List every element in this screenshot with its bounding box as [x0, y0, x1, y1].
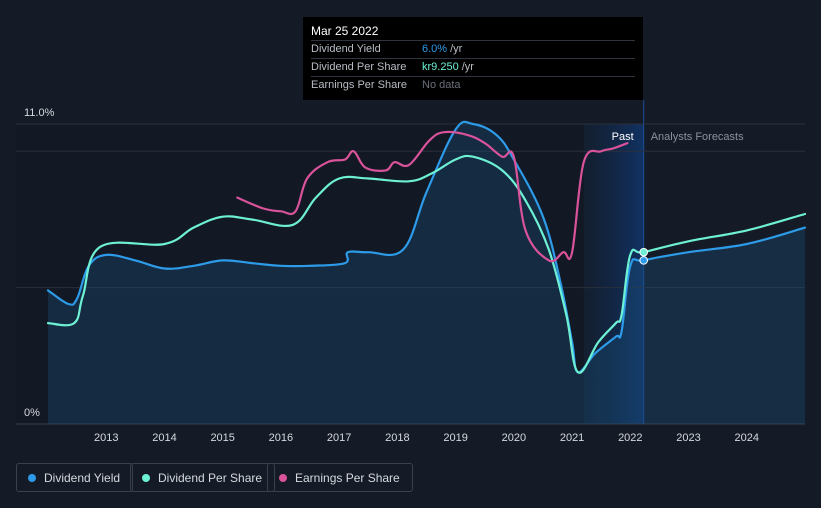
legend-dot-icon [28, 473, 36, 482]
tooltip-row-earnings-per-share: Earnings Per Share No data [311, 77, 635, 94]
tooltip-unit: /yr [461, 61, 474, 73]
past-label: Past [612, 131, 634, 143]
tooltip-unit: /yr [450, 43, 463, 55]
tooltip-label: Earnings Per Share [311, 79, 407, 91]
x-tick-label: 2018 [385, 432, 409, 444]
marker-dividend-yield [639, 256, 649, 265]
legend-dot-icon [142, 473, 150, 482]
legend-dot-icon [279, 473, 287, 482]
series-area-dividend-yield [48, 121, 805, 424]
x-tick-label: 2015 [210, 432, 234, 444]
series-line-dividend-yield [46, 120, 807, 374]
legend-label: Earnings Per Share [295, 470, 400, 485]
x-tick-label: 2017 [327, 432, 351, 444]
x-tick-label: 2014 [152, 432, 176, 444]
legend-earnings-per-share[interactable]: Earnings Per Share [267, 463, 413, 492]
chart-tooltip: Mar 25 2022 Dividend Yield 6.0% /yr Divi… [303, 17, 643, 100]
x-tick-label: 2023 [676, 432, 700, 444]
tooltip-date: Mar 25 2022 [311, 22, 635, 41]
past-region [16, 124, 584, 424]
tooltip-value: No data [422, 79, 461, 91]
legend-label: Dividend Yield [44, 470, 121, 485]
x-tick-label: 2016 [269, 432, 293, 444]
legend-dividend-yield[interactable]: Dividend Yield [16, 463, 134, 492]
series-line-earnings-per-share [236, 130, 629, 263]
tooltip-row-dividend-per-share: Dividend Per Share kr9.250 /yr [311, 59, 635, 77]
y-axis-top-label: 11.0% [24, 107, 55, 119]
x-tick-label: 2022 [618, 432, 642, 444]
tooltip-row-dividend-yield: Dividend Yield 6.0% /yr [311, 41, 635, 59]
tooltip-value: 6.0% [422, 43, 448, 55]
x-tick-label: 2020 [502, 432, 526, 444]
highlight-region [583, 124, 644, 424]
marker-dividend-per-share [639, 247, 649, 257]
tooltip-value: kr9.250 [422, 61, 459, 73]
tooltip-label: Dividend Yield [311, 43, 381, 55]
x-tick-label: 2019 [443, 432, 467, 444]
legend-label: Dividend Per Share [158, 470, 263, 485]
x-tick-label: 2013 [94, 432, 118, 444]
legend-dividend-per-share[interactable]: Dividend Per Share [130, 463, 276, 492]
x-tick-label: 2021 [560, 432, 584, 444]
series-line-dividend-per-share [46, 154, 807, 374]
x-tick-label: 2024 [735, 432, 759, 444]
tooltip-label: Dividend Per Share [311, 61, 407, 73]
forecast-label: Analysts Forecasts [651, 131, 744, 143]
y-axis-bottom-label: 0% [24, 407, 40, 419]
